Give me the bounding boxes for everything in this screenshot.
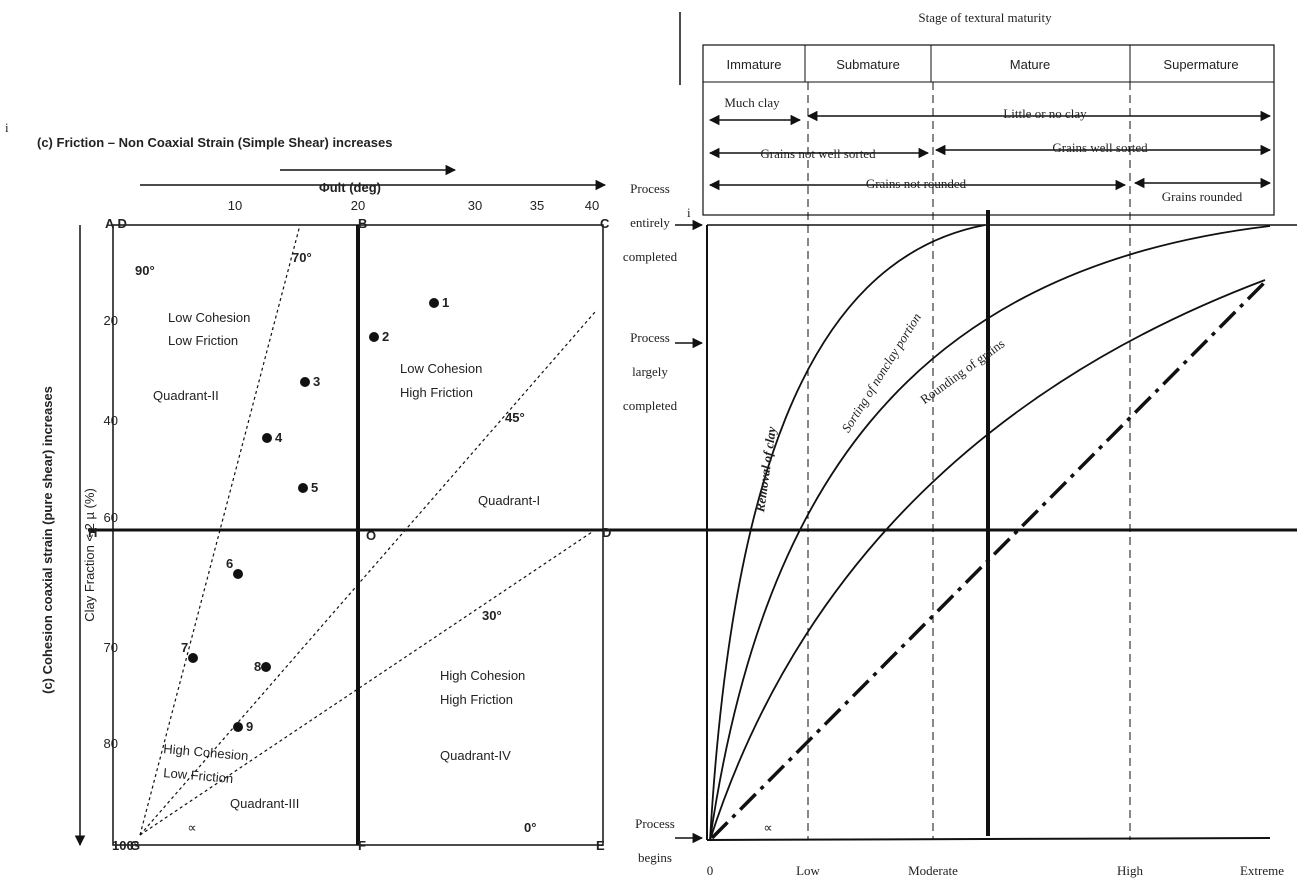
y-tick-label: 70 xyxy=(104,640,118,655)
row-label: Grains not well sorted xyxy=(760,146,876,161)
y-axis-label: Clay Fraction < 2 µ (%) xyxy=(82,488,97,622)
process-label: largely xyxy=(632,364,668,379)
alpha-symbol: ∝ xyxy=(763,820,772,835)
process-label: Process xyxy=(635,816,675,831)
x-tick-label: 35 xyxy=(530,198,544,213)
region-label: Low Friction xyxy=(168,333,238,348)
stage-label: Submature xyxy=(836,57,900,72)
x-label: Extreme xyxy=(1240,863,1284,878)
point-label: 4 xyxy=(275,430,283,445)
angle-label: 100° xyxy=(112,838,139,853)
stage-label: Immature xyxy=(727,57,782,72)
angle-label: 70° xyxy=(292,250,312,265)
data-point xyxy=(233,722,243,732)
marker: i xyxy=(687,205,691,220)
panel-title: Stage of textural maturity xyxy=(918,10,1052,25)
region-label: Low Friction xyxy=(163,765,234,786)
corner-label: E xyxy=(596,838,605,853)
region-label: Low Cohesion xyxy=(168,310,250,325)
data-point xyxy=(188,653,198,663)
row-label: Much clay xyxy=(724,95,780,110)
process-label: completed xyxy=(623,398,678,413)
title: (c) Friction – Non Coaxial Strain (Simpl… xyxy=(37,135,392,150)
process-label: completed xyxy=(623,249,678,264)
x-label: 0 xyxy=(707,863,714,878)
quadrant-label: Quadrant-I xyxy=(478,493,540,508)
x-tick-label: 10 xyxy=(228,198,242,213)
process-label: entirely xyxy=(630,215,670,230)
angle-label: 90° xyxy=(135,263,155,278)
angle-label: 0° xyxy=(524,820,536,835)
left-panel-frame xyxy=(74,164,1297,847)
region-label: High Cohesion xyxy=(440,668,525,683)
x-label: Low xyxy=(796,863,820,878)
corner-label: D xyxy=(602,525,611,540)
process-label: Process xyxy=(630,330,670,345)
x-label: Moderate xyxy=(908,863,958,878)
row-label: Grains well sorted xyxy=(1052,140,1148,155)
x-tick-label: 40 xyxy=(585,198,599,213)
corner-label: C xyxy=(600,216,610,231)
point-label: 9 xyxy=(246,719,253,734)
process-label: begins xyxy=(638,850,672,865)
curve-label: Sorting of nonclay portion xyxy=(838,310,924,435)
x-tick-label: 20 xyxy=(351,198,365,213)
corner-label: B xyxy=(358,216,367,231)
data-point xyxy=(300,377,310,387)
y-tick-label: 80 xyxy=(104,736,118,751)
point-label: 5 xyxy=(311,480,318,495)
point-label: 8 xyxy=(254,659,261,674)
row-label: Grains rounded xyxy=(1162,189,1243,204)
quadrant-label: Quadrant-II xyxy=(153,388,219,403)
x-label: High xyxy=(1117,863,1144,878)
x-axis-label: Φult (deg) xyxy=(319,180,381,195)
side-title: (c) Cohesion coaxial strain (pure shear)… xyxy=(40,386,55,694)
region-label: High Cohesion xyxy=(163,741,249,763)
corner-label: G xyxy=(130,838,140,853)
region-label: Low Cohesion xyxy=(400,361,482,376)
data-point xyxy=(369,332,379,342)
row-label: Little or no clay xyxy=(1003,106,1087,121)
corner-label: F xyxy=(358,838,366,853)
point-label: 3 xyxy=(313,374,320,389)
point-label: 6 xyxy=(226,556,233,571)
angle-label: 30° xyxy=(482,608,502,623)
stage-label: Supermature xyxy=(1163,57,1238,72)
curve-label: Rounding of grains xyxy=(917,336,1007,407)
y-tick-label: 40 xyxy=(104,413,118,428)
stage-label: Mature xyxy=(1010,57,1050,72)
angle-label: 45° xyxy=(505,410,525,425)
region-label: High Friction xyxy=(400,385,473,400)
point-label: 7 xyxy=(181,640,188,655)
curve-label: Removal of clay xyxy=(752,426,779,514)
quadrant-label: Quadrant-IV xyxy=(440,748,511,763)
corner-label: O xyxy=(366,528,376,543)
data-point xyxy=(298,483,308,493)
region-label: High Friction xyxy=(440,692,513,707)
point-label: 2 xyxy=(382,329,389,344)
point-label: 1 xyxy=(442,295,449,310)
quadrant-label: Quadrant-III xyxy=(230,796,299,811)
y-tick-label: 60 xyxy=(104,510,118,525)
marker: i xyxy=(5,120,9,135)
data-point xyxy=(429,298,439,308)
corner-label: H xyxy=(88,525,97,540)
right-panel-frame xyxy=(675,12,1297,844)
alpha-symbol: ∝ xyxy=(187,820,196,835)
data-point xyxy=(233,569,243,579)
row-label: Grains not rounded xyxy=(866,176,967,191)
process-label: Process xyxy=(630,181,670,196)
data-point xyxy=(261,662,271,672)
data-point xyxy=(262,433,272,443)
y-tick-label: 20 xyxy=(104,313,118,328)
x-tick-label: 30 xyxy=(468,198,482,213)
corner-label: A D xyxy=(105,216,127,231)
